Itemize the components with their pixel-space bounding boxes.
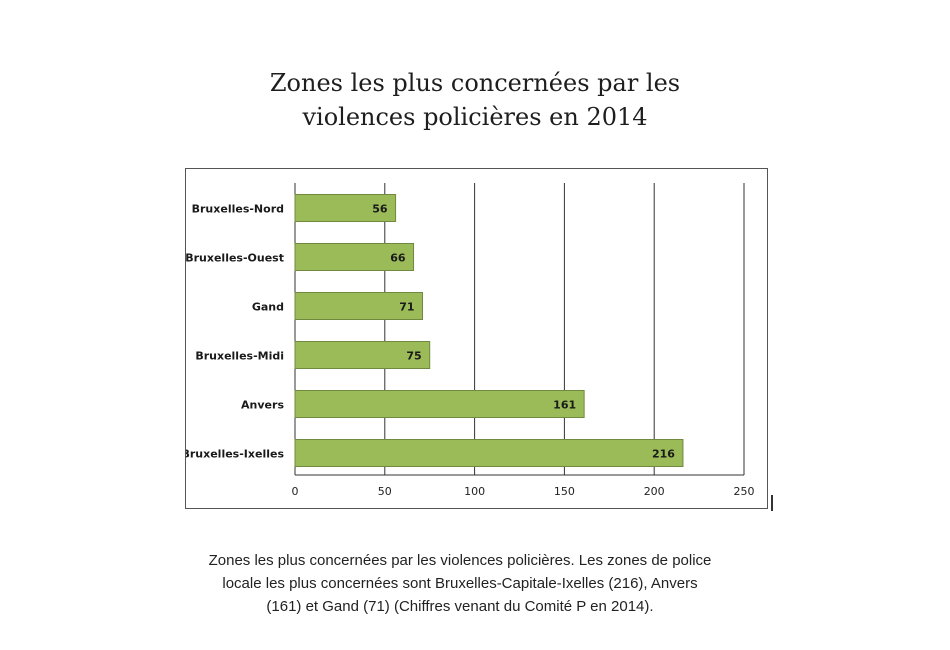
bar-bruxelles-midi (294, 341, 431, 369)
bar-bruxelles-nord (294, 194, 397, 222)
x-tick-label: 100 (464, 485, 485, 498)
bar-value-label: 71 (399, 301, 414, 314)
category-label: Bruxelles-Ixelles (186, 448, 284, 461)
chart-frame: 56 66 71 75 161 216 Bruxelles-Nord Bruxelles-O… (185, 168, 768, 509)
chart-title: Zones les plus concernées par les violen… (0, 66, 950, 134)
chart-title-line-2: violences policières en 2014 (302, 103, 648, 131)
x-tick-label: 150 (554, 485, 575, 498)
x-tick-label: 50 (378, 485, 392, 498)
x-tick-labels: 0 50 100 150 200 250 (292, 485, 755, 498)
bar-bruxelles-ixelles (294, 439, 684, 467)
caption-line-2: locale les plus concernées sont Bruxelle… (222, 575, 698, 592)
chart-title-line-1: Zones les plus concernées par les (269, 69, 681, 97)
caption: Zones les plus concernées par les violen… (160, 549, 760, 618)
x-tick-label: 0 (292, 485, 299, 498)
bar-value-label: 161 (553, 399, 576, 412)
x-tick-label: 250 (734, 485, 755, 498)
x-tick-label: 200 (644, 485, 665, 498)
grid-lines (294, 183, 745, 476)
caption-line-1: Zones les plus concernées par les violen… (208, 552, 712, 569)
bar-value-label: 216 (652, 448, 675, 461)
category-label: Anvers (241, 399, 284, 412)
bar-anvers (294, 390, 585, 418)
category-label: Bruxelles-Nord (192, 203, 284, 216)
caption-line-3: (161) et Gand (71) (Chiffres venant du C… (266, 598, 654, 615)
bar-gand (294, 292, 424, 320)
bar-value-label: 66 (390, 252, 406, 265)
category-label: Bruxelles-Midi (195, 350, 284, 363)
frame-edge-mark (771, 495, 773, 511)
bar-bruxelles-ouest (294, 243, 415, 271)
bar-value-label: 75 (406, 350, 421, 363)
category-label: Gand (252, 301, 284, 314)
bars: 56 66 71 75 161 216 (294, 194, 684, 467)
category-label: Bruxelles-Ouest (186, 252, 284, 265)
bar-chart: 56 66 71 75 161 216 Bruxelles-Nord Bruxelles-O… (186, 183, 755, 498)
category-labels: Bruxelles-Nord Bruxelles-Ouest Gand Bruxell… (186, 203, 284, 461)
bar-value-label: 56 (372, 203, 388, 216)
